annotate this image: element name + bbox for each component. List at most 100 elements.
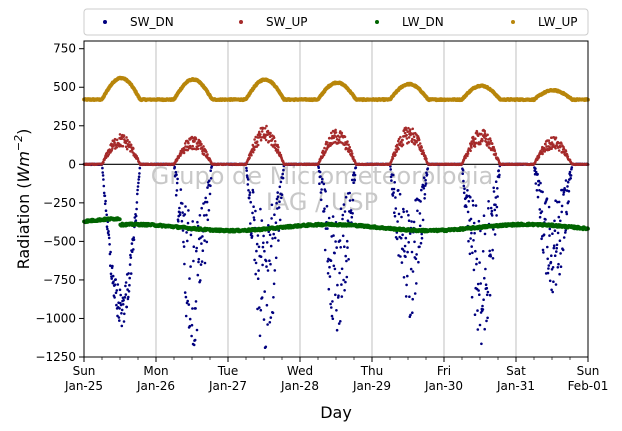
data-point xyxy=(548,279,552,283)
watermark-line-1: Grupo de Micrometeorologia xyxy=(151,162,493,190)
data-point xyxy=(406,130,410,133)
data-point xyxy=(480,132,483,136)
data-point xyxy=(494,203,497,207)
data-point xyxy=(188,317,192,321)
data-point xyxy=(555,144,558,147)
data-point xyxy=(254,272,257,276)
data-point xyxy=(394,196,397,199)
data-point xyxy=(482,214,486,217)
data-point xyxy=(555,250,558,253)
legend-label-lw-up: LW_UP xyxy=(538,15,577,29)
data-point xyxy=(118,307,121,310)
data-point xyxy=(566,180,570,184)
data-point xyxy=(318,182,321,185)
data-point xyxy=(202,202,205,205)
data-point xyxy=(556,231,560,235)
data-point xyxy=(536,195,540,199)
y-axis-title-unit: Wm xyxy=(14,151,33,182)
data-point xyxy=(420,188,423,192)
data-point xyxy=(474,204,478,207)
data-point xyxy=(183,262,186,266)
data-point xyxy=(541,248,545,252)
data-point xyxy=(325,204,329,208)
data-point xyxy=(413,142,417,146)
data-point xyxy=(254,261,258,265)
data-point xyxy=(354,166,358,169)
data-point xyxy=(124,284,127,288)
legend-label-lw-dn: LW_DN xyxy=(402,15,444,29)
data-point xyxy=(389,175,393,179)
data-point xyxy=(189,265,192,268)
data-point xyxy=(554,283,558,286)
y-tick-label: 500 xyxy=(53,80,76,94)
data-point xyxy=(278,200,281,203)
data-point xyxy=(415,141,418,144)
data-point xyxy=(178,206,181,210)
data-point xyxy=(262,318,266,321)
data-point xyxy=(350,215,354,219)
data-point xyxy=(334,240,337,243)
data-point xyxy=(259,308,263,312)
y-tick-label: −250 xyxy=(43,196,76,210)
data-point xyxy=(420,146,424,149)
series-lw-up xyxy=(82,75,590,103)
data-point xyxy=(330,306,333,309)
data-point xyxy=(534,182,538,185)
data-point xyxy=(490,209,494,213)
data-point xyxy=(467,239,470,243)
data-point xyxy=(542,251,545,254)
data-point xyxy=(347,258,350,261)
data-point xyxy=(557,149,561,152)
x-tick-label-day: Wed xyxy=(287,364,313,378)
data-point xyxy=(282,168,285,172)
data-point xyxy=(120,312,123,315)
data-point xyxy=(102,191,106,195)
data-point xyxy=(462,191,466,195)
data-point xyxy=(397,147,400,151)
data-point xyxy=(407,213,410,217)
data-point xyxy=(258,334,262,338)
data-point xyxy=(338,271,341,275)
data-point xyxy=(103,202,107,206)
data-point xyxy=(253,218,256,222)
data-point xyxy=(480,342,483,346)
data-point xyxy=(252,205,255,208)
data-point xyxy=(566,185,569,188)
data-point xyxy=(182,151,186,155)
data-point xyxy=(101,171,104,174)
data-point xyxy=(101,166,104,170)
data-point xyxy=(425,173,429,176)
data-point xyxy=(557,200,561,204)
data-point xyxy=(485,144,489,147)
data-point xyxy=(201,249,205,252)
data-point xyxy=(268,233,272,237)
data-point xyxy=(554,199,557,202)
data-point xyxy=(488,293,492,297)
data-point xyxy=(132,147,135,150)
data-point xyxy=(188,277,191,280)
data-point xyxy=(181,211,184,214)
data-point xyxy=(410,250,414,254)
data-point xyxy=(403,244,407,248)
data-point xyxy=(331,300,334,303)
data-point xyxy=(564,150,568,153)
data-point xyxy=(178,213,182,217)
data-point xyxy=(205,200,209,204)
data-point xyxy=(332,234,335,237)
data-point xyxy=(137,175,141,178)
data-point xyxy=(276,148,280,152)
data-point xyxy=(115,303,118,307)
data-point xyxy=(420,232,424,236)
data-point xyxy=(105,225,109,228)
data-point xyxy=(486,133,489,137)
data-point xyxy=(278,151,282,155)
data-point xyxy=(186,299,189,303)
data-point xyxy=(200,206,203,210)
data-point xyxy=(351,212,354,215)
data-point xyxy=(257,245,261,249)
data-point xyxy=(195,249,198,253)
data-point xyxy=(560,142,563,145)
data-point xyxy=(102,161,105,164)
data-point xyxy=(473,313,477,317)
data-point xyxy=(401,248,405,251)
